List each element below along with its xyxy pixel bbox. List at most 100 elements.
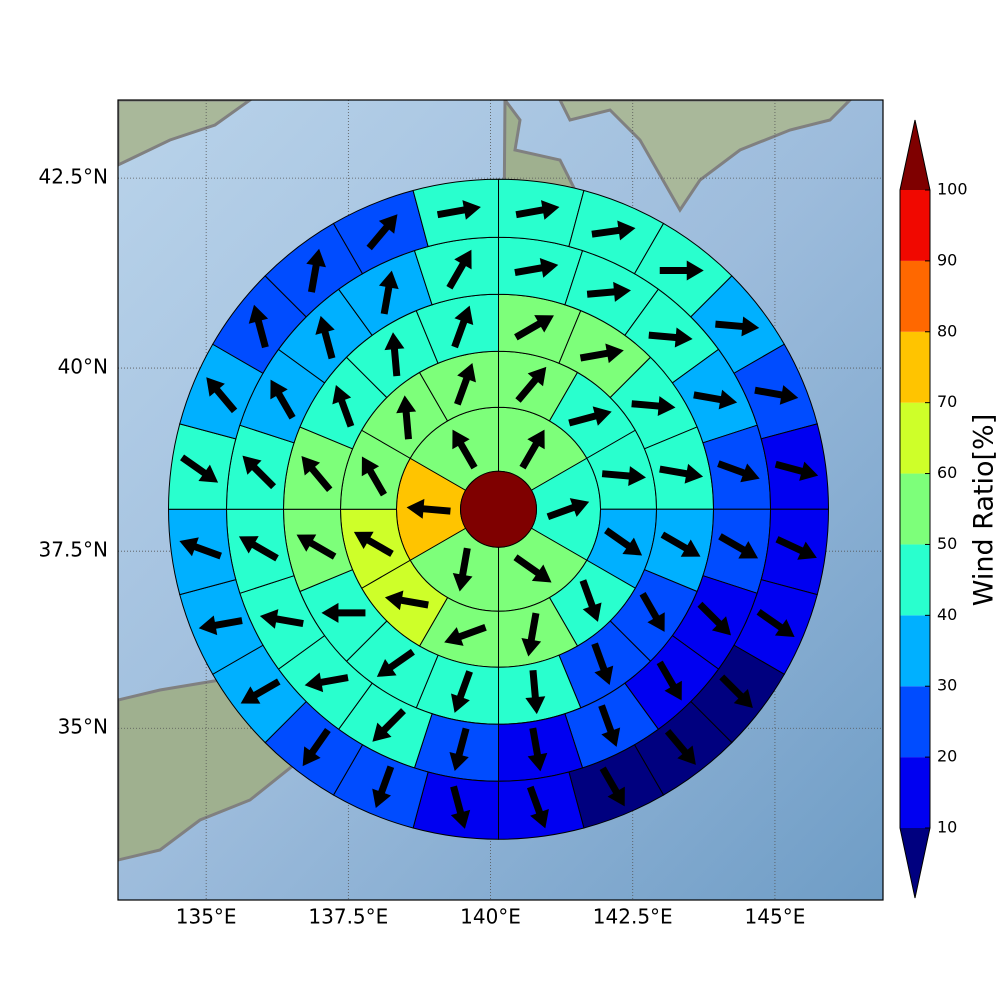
colorbar: 10 20 30 40 50 60 70 80 90 100 — [899, 119, 968, 899]
wind-arrow — [717, 460, 760, 483]
wind-arrow — [396, 395, 417, 440]
wind-arrow — [591, 642, 614, 685]
wind-arrow — [198, 615, 243, 636]
wind-arrow — [515, 200, 560, 220]
wind-arrow — [586, 281, 631, 302]
x-tick-label: 140°E — [460, 905, 521, 929]
arrows — [179, 200, 819, 829]
wind-arrow — [579, 343, 624, 364]
y-tick-label: 42.5°N — [39, 165, 109, 189]
wind-arrow — [515, 366, 547, 403]
wind-arrow — [719, 674, 753, 709]
wind-arrow — [514, 315, 554, 341]
wind-arrow — [718, 533, 759, 559]
wind-arrow — [450, 785, 471, 829]
wind-arrow — [206, 377, 238, 414]
wind-arrow — [659, 463, 704, 484]
wind-arrow — [372, 765, 395, 809]
colorbar-bin — [900, 331, 930, 403]
wind-arrow — [451, 305, 474, 349]
wind-arrow — [436, 200, 481, 220]
wind-arrow — [452, 547, 473, 592]
wind-arrow — [376, 648, 415, 677]
colorbar-bin — [900, 260, 930, 332]
colorbar-tick-label: 30 — [937, 676, 957, 695]
wind-arrow — [304, 672, 349, 693]
y-tick-label: 35°N — [58, 715, 108, 739]
wind-arrow — [546, 498, 590, 521]
wind-arrow — [568, 406, 612, 427]
x-tick-label: 137.5°E — [308, 905, 388, 929]
wind-arrow — [526, 785, 549, 829]
colorbar-over — [900, 120, 930, 190]
plot-frame — [117, 99, 884, 901]
x-tick-label: 135°E — [176, 905, 237, 929]
colorbar-bin — [900, 402, 930, 474]
colorbar-tick-label: 10 — [937, 818, 957, 837]
y-tick-label: 37.5°N — [39, 538, 109, 562]
wind-arrow — [660, 531, 701, 557]
wind-arrow — [270, 379, 296, 420]
wind-arrow — [775, 536, 817, 560]
wind-arrow — [693, 389, 738, 410]
wind-arrow — [451, 670, 473, 713]
wind-arrow — [639, 592, 665, 632]
wind-arrow — [384, 332, 405, 377]
colorbar-bin — [900, 473, 930, 545]
sector — [498, 771, 585, 840]
wind-arrow — [306, 248, 326, 293]
colorbar-tick-label: 40 — [937, 605, 957, 624]
center-disk — [460, 470, 538, 548]
wind-arrow — [240, 678, 281, 704]
wind-arrow — [366, 214, 398, 251]
wind-arrow — [601, 466, 646, 486]
wind-arrow — [238, 536, 279, 562]
wind-arrow — [519, 429, 545, 470]
wind-arrow — [372, 708, 406, 742]
wind-arrow — [756, 608, 795, 638]
wind-arrow — [579, 579, 602, 622]
colorbar-bin — [900, 544, 930, 616]
wind-arrow — [242, 455, 277, 490]
wind-arrow — [656, 660, 682, 701]
colorbar-bin — [900, 686, 930, 758]
x-tick-label: 142.5°E — [593, 905, 673, 929]
wind-arrow — [774, 460, 819, 481]
wind-arrow — [315, 315, 336, 360]
wind-arrow — [697, 601, 732, 636]
wind-arrow — [259, 609, 304, 629]
colorbar-tick-label: 20 — [937, 747, 957, 766]
wind-arrow — [446, 249, 472, 290]
wind-arrow — [527, 727, 548, 772]
wind-arrow — [513, 554, 552, 583]
wind-arrow — [715, 316, 760, 337]
wind-arrow — [659, 260, 704, 281]
colorbar-tick-label: 90 — [937, 250, 957, 269]
y-tick-label: 40°N — [58, 355, 108, 379]
wind-arrow — [525, 669, 546, 715]
wind-arrow — [180, 454, 219, 483]
wind-arrow — [664, 728, 696, 765]
colorbar-tick-label: 50 — [937, 534, 957, 553]
wind-arrow — [296, 534, 337, 560]
wind-arrow — [378, 270, 399, 315]
wind-arrow — [598, 704, 621, 747]
wind-arrow — [604, 527, 643, 556]
colorbar-tick-label: 60 — [937, 463, 957, 482]
sectors — [168, 178, 830, 840]
x-tick-label: 145°E — [745, 905, 806, 929]
wind-arrow — [406, 498, 451, 519]
wind-arrow — [248, 304, 269, 349]
wind-arrow — [444, 624, 487, 646]
wind-arrow — [631, 396, 676, 417]
colorbar-bin — [900, 757, 930, 828]
wind-arrow — [361, 456, 387, 497]
wind-arrow — [454, 363, 476, 406]
wind-arrow — [384, 590, 429, 611]
wind-arrow — [514, 258, 559, 278]
wind-arrow — [754, 385, 799, 405]
wind-arrow — [353, 531, 394, 557]
wind-arrow — [591, 220, 636, 241]
wind-arrow — [449, 727, 470, 771]
